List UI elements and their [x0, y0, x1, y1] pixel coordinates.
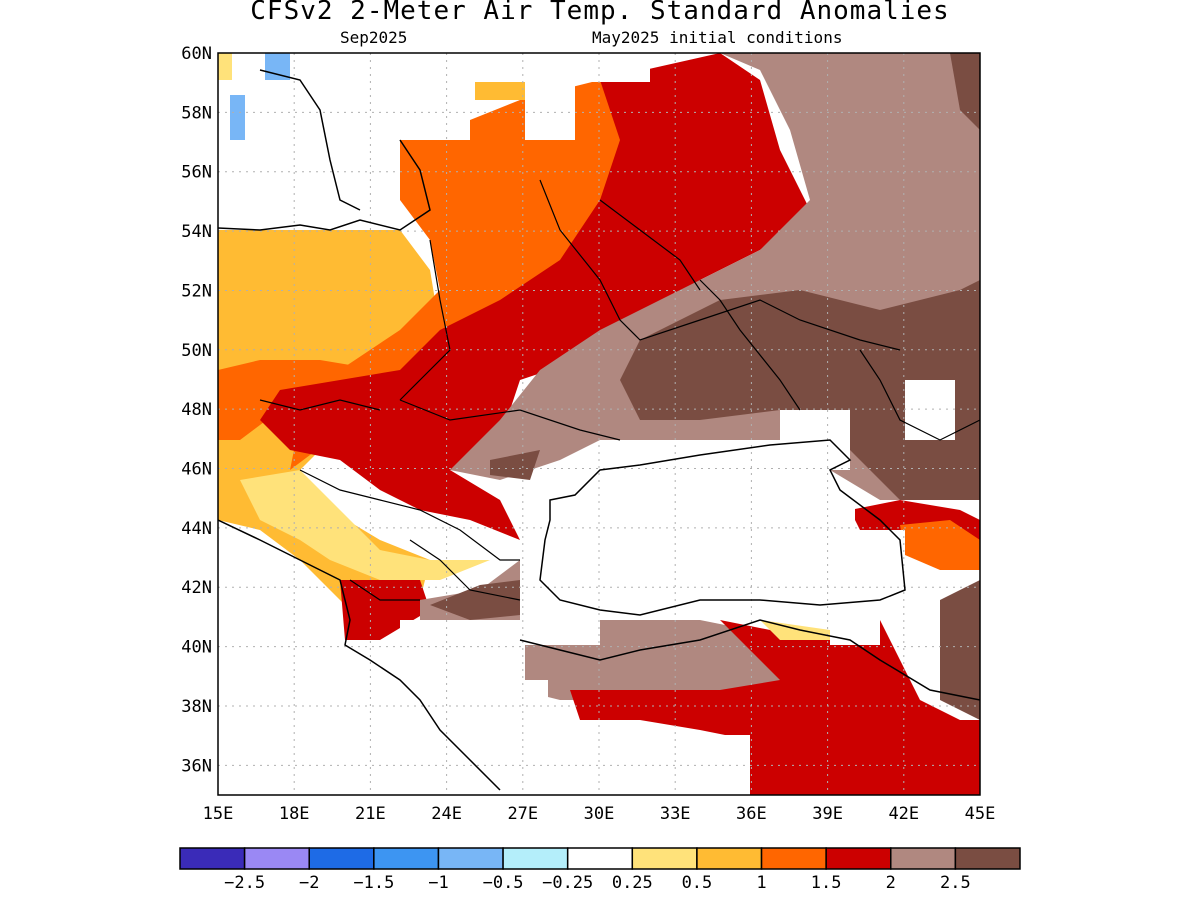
- dark-brown-bulgaria: [430, 580, 520, 620]
- colorbar-swatch: [825, 847, 892, 870]
- lat-tick-label: 50N: [181, 341, 212, 361]
- north-mask: [218, 53, 650, 230]
- colorbar-swatch: [890, 847, 957, 870]
- dark-brown-ne: [950, 53, 980, 130]
- initial-conditions: May2025 initial conditions: [592, 28, 843, 47]
- lon-tick-label: 33E: [660, 804, 691, 824]
- colorbar-swatch: [437, 847, 504, 870]
- colorbar-swatch: [373, 847, 440, 870]
- anomaly-field: [218, 53, 980, 795]
- dark-brown-region: [620, 280, 980, 500]
- red-turkey-region: [570, 620, 980, 795]
- lat-tick-label: 46N: [181, 460, 212, 480]
- kalmykia-mask: [905, 380, 955, 440]
- colorbar-swatch: [566, 847, 634, 870]
- lat-tick-label: 40N: [181, 638, 212, 658]
- colorbar-label: 2.5: [940, 873, 971, 893]
- dark-brown-danube: [490, 450, 540, 480]
- colorbar-swatch: [760, 847, 827, 870]
- dark-brown-east-turkey: [940, 580, 980, 720]
- lon-tick-label: 30E: [584, 804, 615, 824]
- colorbar-label: −0.25: [542, 873, 593, 893]
- colorbar-swatch: [243, 847, 310, 870]
- lon-tick-label: 21E: [355, 804, 386, 824]
- orange-caucasus: [900, 520, 980, 570]
- lat-tick-label: 60N: [181, 44, 212, 64]
- colorbar-swatch: [631, 847, 698, 870]
- colorbar-label: −0.5: [483, 873, 524, 893]
- yellow-patch-nw: [218, 53, 232, 80]
- orange-region: [290, 80, 660, 470]
- colorbar-label: 0.25: [612, 873, 653, 893]
- colorbar-label: 2: [886, 873, 896, 893]
- lon-tick-label: 42E: [888, 804, 919, 824]
- colorbar-label: 1.5: [811, 873, 842, 893]
- lon-tick-label: 45E: [965, 804, 996, 824]
- country-borders: [259, 179, 980, 601]
- colorbar-label: −1.5: [353, 873, 394, 893]
- lat-tick-label: 54N: [181, 222, 212, 242]
- colorbar-swatch: [308, 847, 375, 870]
- coastlines: [218, 69, 980, 791]
- lon-tick-label: 24E: [431, 804, 462, 824]
- lon-tick-label: 27E: [507, 804, 538, 824]
- gridlines: [218, 53, 980, 795]
- lat-tick-label: 52N: [181, 281, 212, 301]
- lat-tick-label: 48N: [181, 400, 212, 420]
- red-balkans: [340, 580, 430, 640]
- red-region: [260, 53, 810, 540]
- lat-tick-label: 42N: [181, 578, 212, 598]
- lon-tick-label: 39E: [812, 804, 843, 824]
- axis-ticks: 15E 18E 21E 24E 27E 30E 33E 36E 39E 42E 45E 60N 58N 5…: [181, 44, 995, 824]
- lat-tick-label: 44N: [181, 519, 212, 539]
- colorbar-label: −1: [428, 873, 448, 893]
- colorbar-label: −2.5: [224, 873, 265, 893]
- plot-frame: [217, 52, 981, 796]
- lon-tick-label: 36E: [736, 804, 767, 824]
- aegean-mask: [218, 620, 750, 795]
- yellow-region: [240, 470, 490, 580]
- lon-tick-label: 15E: [203, 804, 234, 824]
- lat-tick-label: 58N: [181, 103, 212, 123]
- lat-tick-label: 38N: [181, 697, 212, 717]
- colorbar-swatch: [696, 847, 763, 870]
- blue-patch-2: [230, 95, 245, 140]
- colorbar: −2.5 −2 −1.5 −1 −0.5 −0.25 0.25 0.5 1 1.5 2 2.5: [179, 847, 1021, 893]
- lon-tick-label: 18E: [279, 804, 310, 824]
- colorbar-swatch: [502, 847, 569, 870]
- forecast-month: Sep2025: [340, 28, 408, 47]
- colorbar-label: 1: [756, 873, 766, 893]
- map-title: CFSv2 2-Meter Air Temp. Standard Anomali…: [250, 0, 950, 26]
- lat-tick-label: 36N: [181, 756, 212, 776]
- colorbar-label: −2: [299, 873, 319, 893]
- colorbar-swatch: [954, 847, 1021, 870]
- orange-patch-baltic: [475, 82, 525, 100]
- colorbar-swatch: [179, 847, 246, 870]
- lat-tick-label: 56N: [181, 163, 212, 183]
- colorbar-label: 0.5: [682, 873, 713, 893]
